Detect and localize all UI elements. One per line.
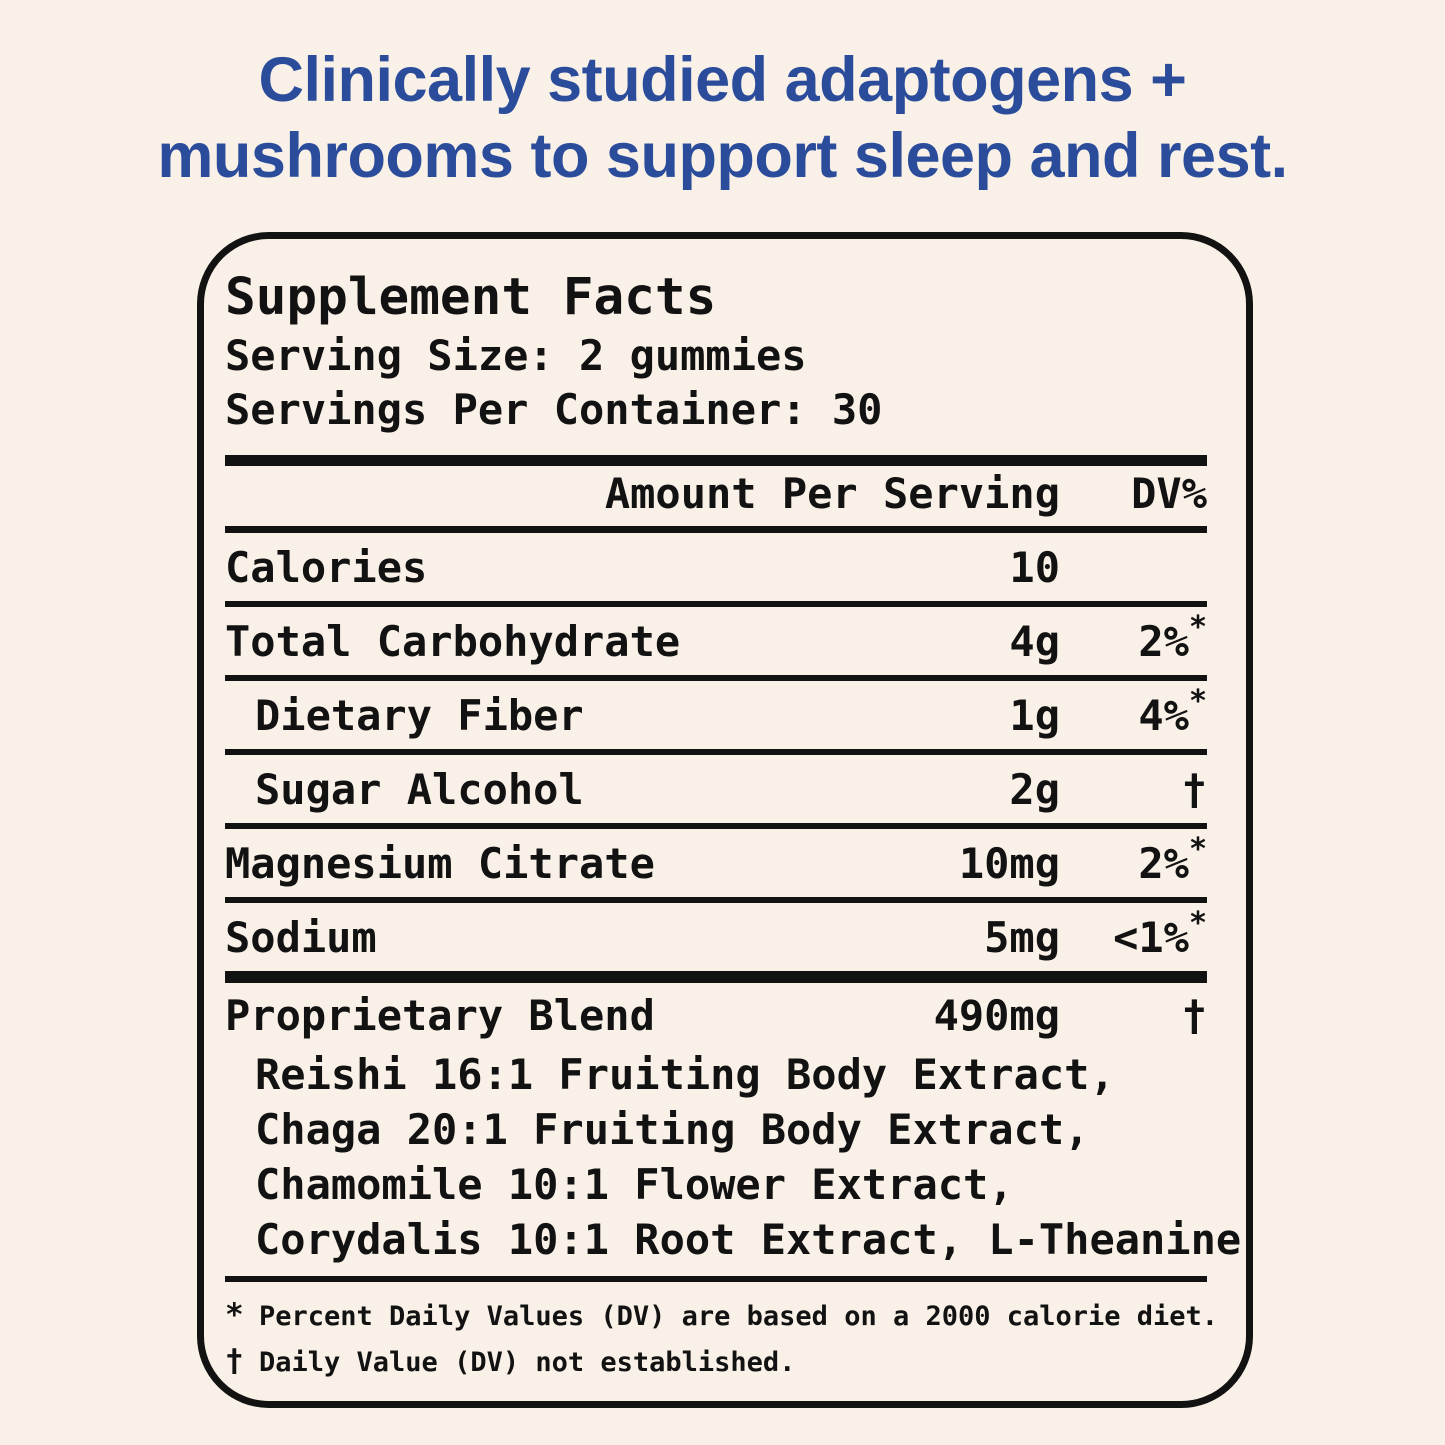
table-row-sodium: Sodium 5mg <1%* [225,903,1207,971]
row-dv: 2%* [1138,831,1207,888]
table-row-total-carbohydrate: Total Carbohydrate 4g 2%* [225,607,1207,681]
column-header-dv: DV% [1131,469,1207,518]
dagger-symbol: † [225,1343,244,1379]
row-amount: 490mg [933,990,1060,1040]
row-dv: 2%* [1138,609,1207,666]
row-amount: 2g [1009,764,1060,814]
row-amount: 10mg [958,838,1060,888]
footnote-text: Percent Daily Values (DV) are based on a… [259,1301,1219,1332]
row-label: Proprietary Blend [225,990,655,1040]
table-row-sugar-alcohol: Sugar Alcohol 2g † [225,755,1207,829]
divider-footnotes [225,1276,1207,1282]
divider-thick-top [225,455,1207,466]
ingredient-line: Reishi 16:1 Fruiting Body Extract, [255,1050,1115,1099]
row-amount: 1g [1009,690,1060,740]
servings-per-container: Servings Per Container: 30 [225,385,883,434]
ingredient-line: Corydalis 10:1 Root Extract, L-Theanine [255,1215,1242,1264]
row-label: Sodium [225,912,377,962]
row-amount: 4g [1009,616,1060,666]
asterisk-symbol: * [225,1297,244,1333]
row-label: Total Carbohydrate [225,616,681,666]
column-header-row: Amount Per Serving DV% [225,466,1207,533]
divider-thick-middle [225,971,1207,983]
row-dv: † [1181,764,1207,814]
serving-size: Serving Size: 2 gummies [225,331,807,380]
row-label: Magnesium Citrate [225,838,655,888]
page-heading: Clinically studied adaptogens + mushroom… [0,42,1445,194]
footnote-dv-not-established: † Daily Value (DV) not established. [225,1339,1207,1385]
supplement-facts-panel: Supplement Facts Serving Size: 2 gummies… [197,232,1253,1408]
table-row-calories: Calories 10 [225,533,1207,607]
panel-title: Supplement Facts [225,268,717,327]
footnote-daily-values: * Percent Daily Values (DV) are based on… [225,1293,1218,1339]
row-label: Calories [225,542,428,592]
ingredient-line: Chaga 20:1 Fruiting Body Extract, [255,1105,1090,1154]
table-row-dietary-fiber: Dietary Fiber 1g 4%* [225,681,1207,755]
row-amount: 5mg [984,912,1060,962]
heading-line-1: Clinically studied adaptogens + [258,45,1187,115]
blend-ingredients: Reishi 16:1 Fruiting Body Extract, Chaga… [225,1047,1242,1267]
row-amount: 10 [1009,542,1060,592]
footnote-text: Daily Value (DV) not established. [259,1347,796,1378]
table-row-magnesium-citrate: Magnesium Citrate 10mg 2%* [225,829,1207,903]
row-label: Dietary Fiber [255,690,584,740]
ingredient-line: Chamomile 10:1 Flower Extract, [255,1160,1014,1209]
row-dv: † [1181,990,1207,1040]
row-dv: <1%* [1113,905,1207,962]
column-header-amount: Amount Per Serving [604,469,1060,518]
footnotes: * Percent Daily Values (DV) are based on… [225,1293,1218,1385]
heading-line-2: mushrooms to support sleep and rest. [157,121,1288,191]
row-dv: 4%* [1138,683,1207,740]
table-row-proprietary-blend: Proprietary Blend 490mg † [225,983,1207,1047]
row-label: Sugar Alcohol [255,764,584,814]
